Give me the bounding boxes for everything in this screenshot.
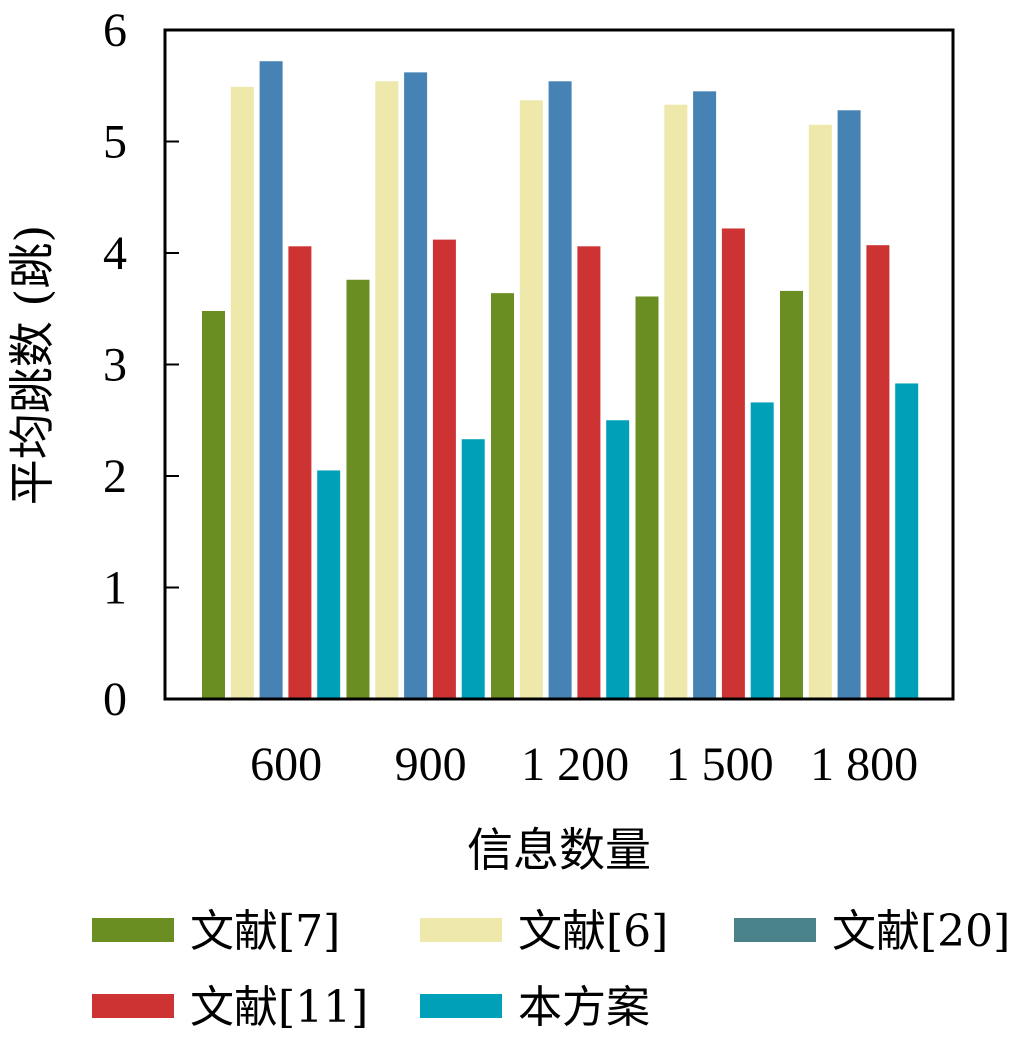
legend-swatch: [92, 918, 174, 942]
bar: [721, 228, 745, 699]
x-axis-ticks: 600 900 1 200 1 500 1 800: [250, 738, 918, 791]
legend-swatch: [734, 918, 816, 942]
bars-group: [202, 61, 919, 700]
y-tick-label: 6: [103, 4, 127, 57]
legend-label: 文献[6]: [518, 906, 668, 957]
legend-swatch: [420, 918, 502, 942]
x-axis-label: 信息数量: [467, 823, 651, 877]
bar: [259, 61, 283, 700]
y-tick-label: 0: [103, 673, 127, 726]
bar: [664, 104, 688, 699]
bar: [750, 402, 774, 699]
legend-label: 文献[20]: [832, 906, 1010, 957]
y-axis-label: 平均跳数 (跳): [5, 225, 59, 506]
legend-label: 文献[11]: [190, 982, 368, 1033]
bar: [837, 110, 861, 699]
bar: [202, 310, 225, 699]
bar: [288, 246, 312, 699]
legend-swatch: [420, 994, 502, 1018]
bar: [346, 279, 370, 699]
bar: [548, 81, 572, 700]
bar: [461, 439, 485, 699]
y-tick-label: 1: [103, 562, 127, 615]
bar: [375, 81, 399, 700]
bar: [491, 293, 514, 699]
legend: 文献[7] 文献[6] 文献[20] 文献[11] 本方案: [92, 906, 1010, 1033]
bar: [404, 72, 428, 700]
y-axis-ticks: 0 1 2 3 4 5 6: [103, 4, 179, 726]
bar: [317, 470, 341, 699]
bar: [519, 100, 543, 700]
y-tick-label: 5: [103, 116, 127, 169]
bar: [895, 383, 919, 699]
bar: [780, 290, 803, 699]
x-tick-label: 1 200: [521, 738, 629, 791]
bar: [577, 246, 601, 699]
legend-label: 文献[7]: [190, 906, 340, 957]
x-tick-label: 1 500: [666, 738, 774, 791]
bar: [866, 245, 890, 699]
bar: [808, 124, 832, 699]
bar: [230, 86, 254, 700]
bar: [635, 296, 659, 699]
x-tick-label: 900: [395, 738, 467, 791]
bar: [432, 239, 456, 699]
bar: [693, 91, 717, 699]
bar: [606, 420, 630, 699]
y-tick-label: 4: [103, 227, 127, 280]
legend-label: 本方案: [518, 982, 650, 1033]
legend-swatch: [92, 994, 174, 1018]
x-tick-label: 600: [250, 738, 322, 791]
x-tick-label: 1 800: [810, 738, 918, 791]
y-tick-label: 3: [103, 339, 127, 392]
y-tick-label: 2: [103, 450, 127, 503]
